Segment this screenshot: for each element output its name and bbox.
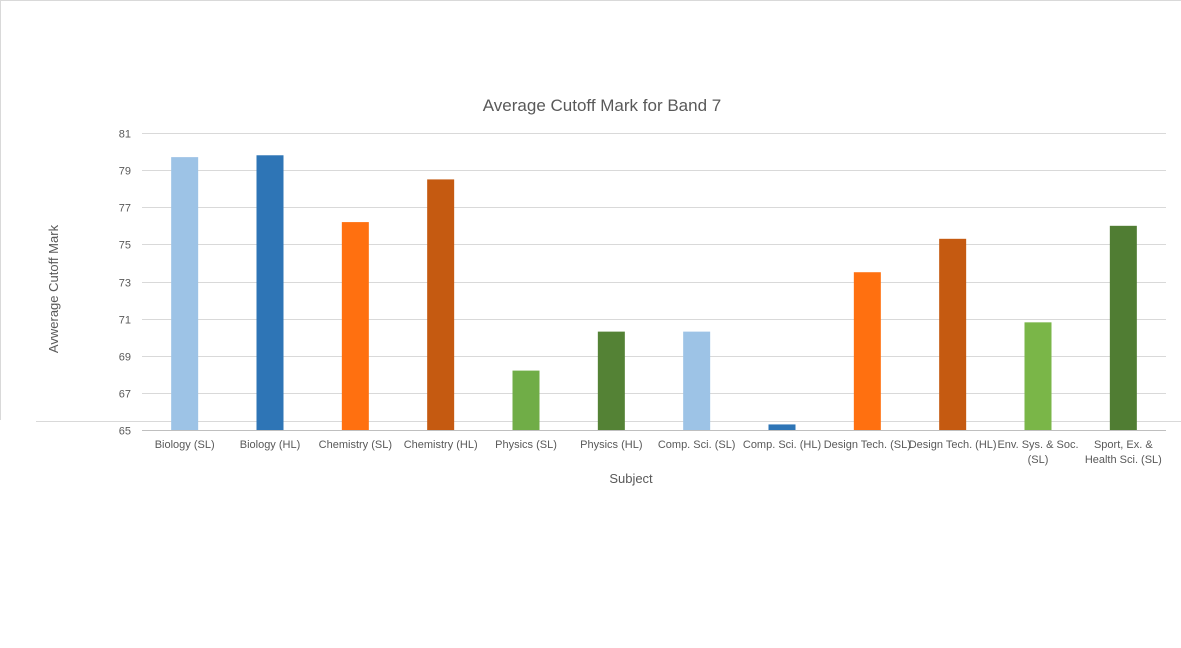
y-tick-label: 65	[119, 426, 131, 438]
x-category-label: Comp. Sci. (SL)	[658, 439, 736, 451]
x-category-label: Env. Sys. & Soc. (SL)	[997, 439, 1078, 466]
x-category-label: Comp. Sci. (HL)	[743, 439, 821, 451]
y-tick-label: 71	[119, 315, 131, 327]
bar	[853, 272, 881, 430]
y-tick-label: 67	[119, 389, 131, 401]
y-axis-title: Avwerage Cutoff Mark	[46, 224, 61, 353]
x-category-label: Design Tech. (SL)	[824, 439, 911, 451]
bar	[427, 179, 455, 430]
bar	[1024, 322, 1052, 430]
bar	[512, 370, 540, 430]
y-tick-label: 81	[119, 129, 131, 141]
x-category-label: Sport, Ex. & Health Sci. (SL)	[1085, 439, 1162, 466]
chart-area	[0, 0, 1181, 422]
bar	[768, 424, 796, 430]
bar	[171, 157, 199, 430]
x-category-label: Biology (HL)	[240, 439, 301, 451]
x-axis-title: Subject	[609, 471, 653, 486]
x-category-label: Biology (SL)	[155, 439, 215, 451]
x-axis-categories: Biology (SL) Biology (HL) Chemistry (SL) Ch…	[155, 439, 1162, 466]
bars	[171, 155, 1137, 430]
bar	[683, 331, 711, 430]
x-category-label: Chemistry (SL)	[319, 439, 392, 451]
y-axis-ticks: 65 67 69 71 73 75 77 79 81	[119, 129, 131, 438]
y-tick-label: 75	[119, 240, 131, 252]
y-tick-label: 69	[119, 352, 131, 364]
y-tick-label: 77	[119, 203, 131, 215]
x-category-label: Physics (SL)	[495, 439, 557, 451]
x-category-label: Chemistry (HL)	[404, 439, 478, 451]
chart-frame-gap	[0, 420, 36, 423]
bar	[597, 331, 625, 430]
x-category-label: Design Tech. (HL)	[909, 439, 997, 451]
y-tick-label: 73	[119, 278, 131, 290]
bar	[341, 222, 369, 430]
bar	[1109, 225, 1137, 430]
bar	[939, 238, 967, 430]
gridlines	[142, 133, 1166, 431]
bar	[256, 155, 284, 430]
chart-title: Average Cutoff Mark for Band 7	[483, 96, 721, 115]
y-tick-label: 79	[119, 166, 131, 178]
x-category-label: Physics (HL)	[580, 439, 642, 451]
